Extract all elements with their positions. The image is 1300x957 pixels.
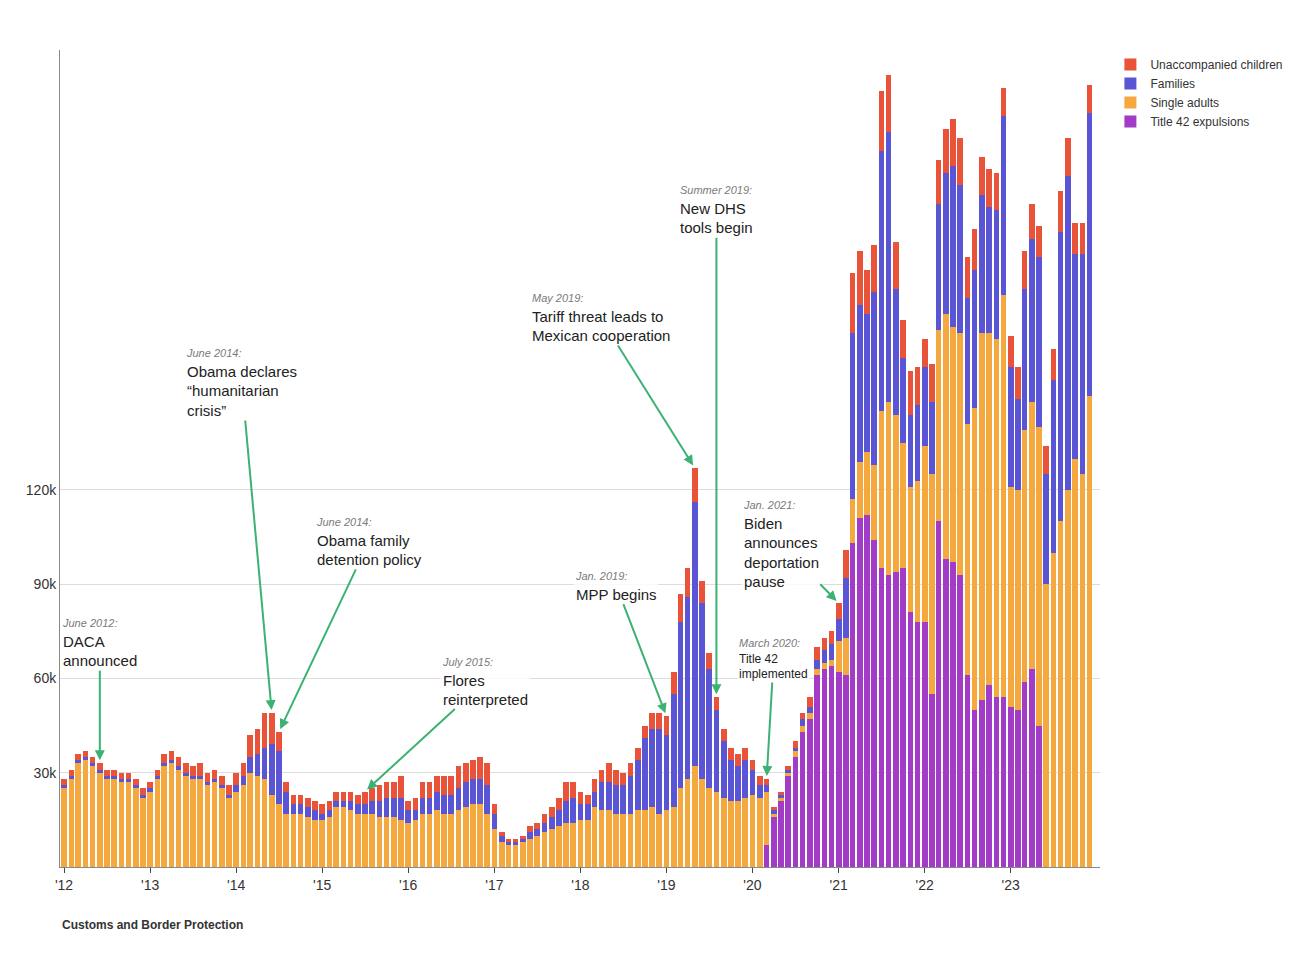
svg-text:'21: '21 — [830, 877, 848, 893]
svg-text:Families: Families — [1150, 77, 1195, 91]
svg-text:'12: '12 — [55, 877, 73, 893]
svg-text:Jan. 2021:Bidenannouncesdeport: Jan. 2021:Bidenannouncesdeportationpause — [743, 499, 819, 590]
svg-text:May 2019:Tariff threat leads t: May 2019:Tariff threat leads toMexican c… — [532, 292, 670, 344]
svg-text:July 2015:Floresreinterpreted: July 2015:Floresreinterpreted — [442, 656, 528, 708]
svg-text:'13: '13 — [141, 877, 159, 893]
svg-text:'22: '22 — [916, 877, 934, 893]
svg-text:Unaccompanied children: Unaccompanied children — [1150, 58, 1282, 72]
svg-text:'20: '20 — [743, 877, 761, 893]
svg-text:March 2020:Title 42implemented: March 2020:Title 42implemented — [739, 637, 808, 681]
svg-text:'18: '18 — [571, 877, 589, 893]
svg-text:'15: '15 — [313, 877, 331, 893]
svg-text:June 2014:Obama declares“human: June 2014:Obama declares“humanitariancri… — [186, 347, 297, 419]
svg-text:120k: 120k — [26, 482, 57, 498]
svg-text:Single adults: Single adults — [1150, 96, 1219, 110]
svg-text:June 2012:DACAannounced: June 2012:DACAannounced — [62, 617, 137, 669]
svg-text:Jan. 2019:MPP begins: Jan. 2019:MPP begins — [575, 570, 657, 603]
svg-text:60k: 60k — [34, 670, 58, 686]
svg-text:30k: 30k — [34, 765, 58, 781]
svg-text:'23: '23 — [1002, 877, 1020, 893]
svg-text:90k: 90k — [34, 576, 58, 592]
svg-text:Summer 2019:New DHStools begin: Summer 2019:New DHStools begin — [680, 184, 753, 236]
svg-text:Title 42 expulsions: Title 42 expulsions — [1150, 115, 1249, 129]
svg-text:'19: '19 — [657, 877, 675, 893]
svg-text:'16: '16 — [399, 877, 417, 893]
svg-text:'17: '17 — [485, 877, 503, 893]
svg-text:June 2014:Obama familydetentio: June 2014:Obama familydetention policy — [316, 516, 422, 568]
svg-text:Customs and Border Protection: Customs and Border Protection — [62, 918, 243, 932]
svg-text:'14: '14 — [227, 877, 245, 893]
